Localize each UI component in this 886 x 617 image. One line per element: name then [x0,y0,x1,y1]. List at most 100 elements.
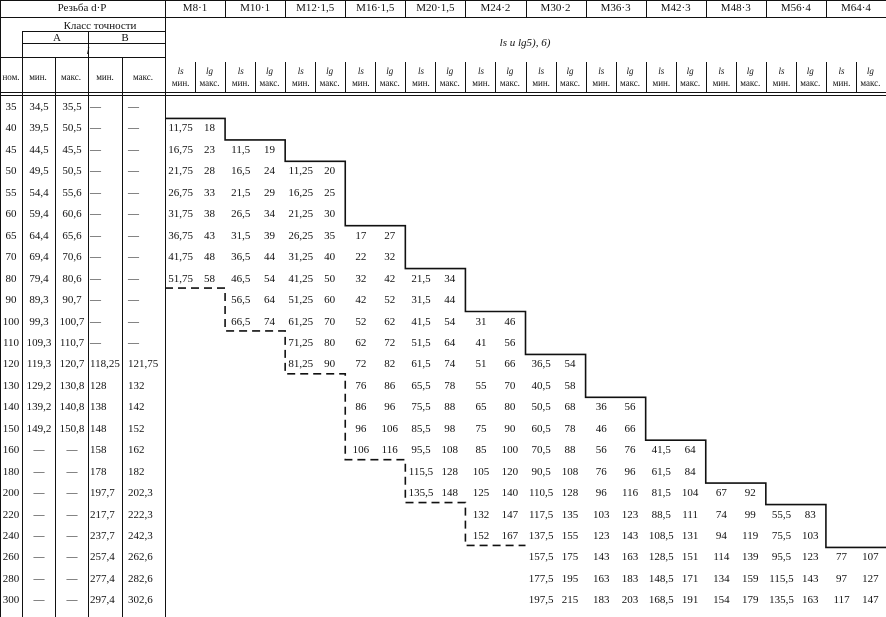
lg-value: 56 [504,336,516,349]
lg-value: 64 [264,294,276,307]
ls-value: 71,25 [288,336,314,349]
ls-value: 11,5 [231,143,251,156]
row-b-min: — [90,186,101,199]
row-b-max: — [128,251,139,264]
row-b-max: 282,6 [128,572,153,585]
ls-value: 40,5 [531,379,551,392]
row-b-max: 242,3 [128,530,153,542]
row-a-min: 149,2 [26,422,52,435]
vertical-rule [525,62,527,92]
row-b-max: 152 [128,422,145,435]
vertical-rule [675,62,677,92]
row-nominal: 55 [5,186,17,199]
lg-value: 120 [501,465,519,478]
vertical-rule [285,0,287,17]
row-a-max: 60,6 [62,208,82,221]
lg-max-label: макс. [800,78,821,88]
ls-value: 65,5 [411,379,431,392]
ls-value: 96 [355,422,367,435]
lg-value: 108 [561,465,579,478]
row-a-max: 110,7 [59,336,85,349]
lg-value: 28 [203,165,215,178]
vertical-rule [22,31,23,617]
ls-value: 51,5 [411,336,431,349]
ls-value: 41,25 [288,272,314,285]
lg-value: 139 [741,551,759,564]
row-nominal: 180 [2,465,20,478]
ls-sublabel: ls [598,66,605,76]
vertical-rule [525,0,527,17]
ls-value: 95,5 [771,551,792,564]
row-a-max: — [66,444,78,457]
vertical-rule [405,0,407,17]
lg-sublabel: lg [806,66,814,76]
ls-value: 177,5 [528,572,554,585]
lg-value: 32 [384,251,396,264]
row-nominal: 65 [5,229,17,242]
vertical-rule [195,62,197,92]
thread-size-header: M48·3 [720,2,751,14]
lg-value: 119 [742,530,759,542]
vertical-rule [88,31,89,617]
row-a-max: — [66,530,78,542]
lg-value: 107 [862,551,879,564]
row-a-max: 65,6 [62,229,82,242]
ls-value: 41 [475,336,487,349]
row-a-min: 44,5 [29,143,49,156]
lg-value: 103 [802,530,819,542]
ls-value: 22 [355,251,367,264]
row-b-max: — [128,229,139,242]
ls-value: 135,5 [769,594,794,607]
columns-header-rule [0,92,886,93]
ls-value: 36,5 [231,251,251,264]
row-b-min: — [90,251,101,264]
lg-value: 54 [564,358,576,371]
lg-value: 29 [264,186,276,199]
lg-max-label: макс. [559,78,580,88]
row-b-min: 138 [90,401,107,414]
lg-value: 34 [444,272,456,285]
lg-value: 80 [504,401,516,414]
lg-value: 96 [624,465,636,478]
ls-value: 152 [472,530,490,542]
ls-value: 125 [472,487,490,500]
vertical-rule [615,62,617,92]
lg-value: 64 [684,444,696,457]
vertical-rule [315,62,317,92]
ls-value: 50,5 [531,401,551,414]
class-label: Класс точности [63,20,137,32]
row-a-min: 89,3 [29,294,49,307]
ls-value: 16,75 [168,143,193,156]
lg-value: 90 [504,422,516,435]
ls-sublabel: ls [838,66,845,76]
ls-min-label: мин. [652,78,671,88]
lg-value: 58 [203,272,215,285]
row-a-min: 59,4 [29,208,49,221]
ls-value: 41,75 [168,251,193,264]
row-b-min: 118,25 [90,358,120,371]
row-nominal: 120 [2,358,20,371]
ls-value: 31,75 [168,208,193,221]
vertical-rule [645,0,647,17]
row-b-min: — [90,208,101,221]
lg-sublabel: lg [566,66,574,76]
ls-sublabel: ls [177,66,184,76]
vertical-rule [585,62,587,92]
ls-value: 108,5 [648,530,674,542]
lg-value: 151 [681,551,699,564]
ls-value: 105 [472,465,490,478]
lg-value: 27 [384,229,396,242]
lg-value: 64 [444,336,456,349]
lg-max-label: макс. [379,78,400,88]
ls-sublabel: ls [417,66,424,76]
ls-value: 132 [472,508,490,521]
thread-size-header: M8·1 [182,2,208,14]
row-nominal: 150 [2,422,20,435]
lg-value: 70 [324,315,336,328]
vertical-rule [585,0,587,17]
ls-value: 41,5 [411,315,431,328]
row-a-min: — [33,594,45,607]
vertical-rule [705,0,707,17]
